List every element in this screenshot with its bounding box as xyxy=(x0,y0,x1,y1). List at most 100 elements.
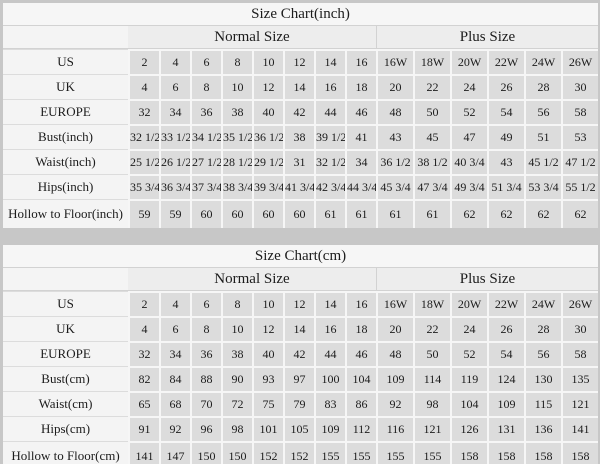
size-cell: 152 xyxy=(283,441,314,464)
size-cell: 18W xyxy=(413,49,450,74)
size-cell: 22W xyxy=(487,49,524,74)
size-cell: 70 xyxy=(190,391,221,416)
size-cell: 39 1/2 xyxy=(314,124,345,149)
size-cell: 150 xyxy=(190,441,221,464)
size-cell: 53 3/4 xyxy=(524,174,561,199)
size-cell: 45 xyxy=(413,124,450,149)
size-cell: 6 xyxy=(190,49,221,74)
size-cell: 38 xyxy=(221,341,252,366)
size-cell: 10 xyxy=(221,316,252,341)
size-cell: 12 xyxy=(283,49,314,74)
size-cell: 30 xyxy=(561,316,599,341)
size-cell: 124 xyxy=(487,366,524,391)
size-cell: 14 xyxy=(283,316,314,341)
size-cell: 109 xyxy=(314,416,345,441)
size-cell: 6 xyxy=(190,291,221,316)
size-cell: 121 xyxy=(413,416,450,441)
size-cell: 51 xyxy=(524,124,561,149)
size-cell: 24 xyxy=(450,74,487,99)
size-cell: 59 xyxy=(128,199,159,228)
size-cell: 37 3/4 xyxy=(190,174,221,199)
size-cell: 12 xyxy=(252,74,283,99)
row-label: Hips(cm) xyxy=(3,416,128,441)
size-cell: 43 xyxy=(376,124,413,149)
size-cell: 60 xyxy=(221,199,252,228)
size-cell: 100 xyxy=(314,366,345,391)
size-cell: 4 xyxy=(128,316,159,341)
size-cell: 61 xyxy=(314,199,345,228)
size-cell: 68 xyxy=(159,391,190,416)
size-cell: 26 xyxy=(487,74,524,99)
size-cell: 75 xyxy=(252,391,283,416)
size-cell: 147 xyxy=(159,441,190,464)
size-cell: 72 xyxy=(221,391,252,416)
size-cell: 28 xyxy=(524,316,561,341)
size-cell: 49 3/4 xyxy=(450,174,487,199)
size-cell: 155 xyxy=(345,441,376,464)
size-cell: 43 xyxy=(487,149,524,174)
size-cell: 158 xyxy=(561,441,599,464)
size-cell: 25 1/2 xyxy=(128,149,159,174)
row-label: EUROPE xyxy=(3,341,128,366)
size-cell: 14 xyxy=(314,291,345,316)
size-cell: 58 xyxy=(561,341,599,366)
size-cell: 141 xyxy=(561,416,599,441)
size-cell: 16W xyxy=(376,49,413,74)
size-cell: 105 xyxy=(283,416,314,441)
size-cell: 96 xyxy=(190,416,221,441)
size-cell: 49 xyxy=(487,124,524,149)
size-cell: 18 xyxy=(345,74,376,99)
size-cell: 62 xyxy=(524,199,561,228)
size-cell: 45 3/4 xyxy=(376,174,413,199)
size-cell: 46 xyxy=(345,99,376,124)
size-cell: 38 1/2 xyxy=(413,149,450,174)
size-cell: 47 1/2 xyxy=(561,149,599,174)
row-label: UK xyxy=(3,74,128,99)
size-cell: 24 xyxy=(450,316,487,341)
size-cell: 8 xyxy=(221,291,252,316)
size-cell: 35 1/2 xyxy=(221,124,252,149)
size-cell: 104 xyxy=(450,391,487,416)
size-cell: 53 xyxy=(561,124,599,149)
size-cell: 10 xyxy=(252,49,283,74)
size-cell: 32 1/2 xyxy=(128,124,159,149)
size-cell: 2 xyxy=(128,49,159,74)
size-cell: 158 xyxy=(524,441,561,464)
size-cell: 61 xyxy=(413,199,450,228)
size-cell: 39 3/4 xyxy=(252,174,283,199)
size-cell: 90 xyxy=(221,366,252,391)
row-label: US xyxy=(3,291,128,316)
size-cell: 26W xyxy=(561,49,599,74)
size-cell: 34 1/2 xyxy=(190,124,221,149)
size-cell: 47 xyxy=(450,124,487,149)
size-cell: 84 xyxy=(159,366,190,391)
row-label: Waist(cm) xyxy=(3,391,128,416)
size-cell: 65 xyxy=(128,391,159,416)
group-header-normal: Normal Size xyxy=(128,26,376,49)
size-cell: 155 xyxy=(376,441,413,464)
size-cell: 126 xyxy=(450,416,487,441)
size-cell: 150 xyxy=(221,441,252,464)
size-cell: 86 xyxy=(345,391,376,416)
size-cell: 8 xyxy=(190,74,221,99)
size-cell: 22 xyxy=(413,316,450,341)
size-cell: 28 xyxy=(524,74,561,99)
size-cell: 8 xyxy=(221,49,252,74)
size-cell: 14 xyxy=(283,74,314,99)
size-cell: 141 xyxy=(128,441,159,464)
size-cell: 135 xyxy=(561,366,599,391)
size-cell: 2 xyxy=(128,291,159,316)
size-cell: 119 xyxy=(450,366,487,391)
group-header-plus: Plus Size xyxy=(376,268,599,291)
size-cell: 58 xyxy=(561,99,599,124)
size-cell: 116 xyxy=(376,416,413,441)
size-cell: 112 xyxy=(345,416,376,441)
size-cell: 48 xyxy=(376,341,413,366)
size-cell: 54 xyxy=(487,99,524,124)
size-cell: 40 3/4 xyxy=(450,149,487,174)
size-cell: 16 xyxy=(314,316,345,341)
row-label: UK xyxy=(3,316,128,341)
size-cell: 38 xyxy=(283,124,314,149)
size-cell: 152 xyxy=(252,441,283,464)
